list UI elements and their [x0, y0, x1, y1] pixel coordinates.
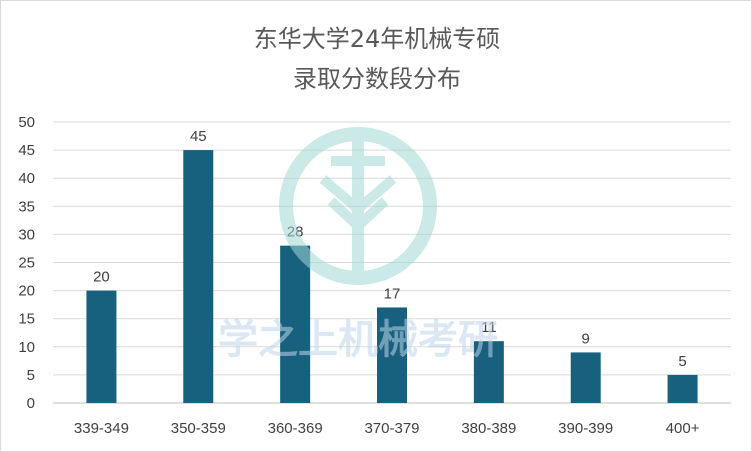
y-tick-label: 25 [18, 255, 35, 272]
y-tick-label: 30 [18, 226, 35, 243]
bar [280, 245, 311, 403]
data-label: 20 [93, 269, 110, 286]
data-label: 45 [190, 128, 207, 145]
x-tick-label: 339-349 [74, 420, 129, 437]
x-axis-ticks: 339-349 350-359 360-369 370-379 380-389 390-3… [74, 420, 700, 437]
x-tick-label: 400+ [666, 420, 700, 437]
y-tick-label: 15 [18, 311, 35, 328]
bar [183, 150, 214, 403]
data-label: 11 [481, 319, 497, 336]
y-tick-label: 50 [18, 114, 35, 131]
data-label: 5 [678, 353, 686, 370]
watermark-text: 学之上机械考研 [218, 317, 498, 363]
y-tick-label: 0 [27, 395, 35, 412]
x-tick-label: 350-359 [171, 420, 226, 437]
y-tick-label: 45 [18, 142, 35, 159]
bar [377, 307, 407, 403]
bar [86, 290, 117, 403]
chart-title-line-2: 录取分数段分布 [293, 65, 461, 93]
y-axis-ticks: 0 5 10 15 20 25 30 35 40 45 50 [18, 114, 35, 412]
x-tick-label: 360-369 [268, 420, 323, 437]
bar [570, 352, 601, 403]
bar [473, 341, 504, 403]
bar [667, 374, 698, 403]
watermark: 学之上机械考研 [218, 127, 498, 363]
y-tick-label: 35 [18, 198, 35, 215]
bars [86, 150, 698, 403]
x-tick-label: 370-379 [364, 420, 419, 437]
x-tick-label: 380-389 [461, 420, 516, 437]
data-label: 9 [582, 330, 590, 347]
y-tick-label: 40 [18, 170, 35, 187]
y-tick-label: 5 [27, 367, 35, 384]
y-tick-label: 10 [18, 339, 35, 356]
y-tick-label: 20 [18, 283, 35, 300]
data-label: 17 [384, 285, 401, 302]
chart-title-line-1: 东华大学24年机械专硕 [254, 25, 501, 53]
x-tick-label: 390-399 [558, 420, 613, 437]
watermark-logo [279, 127, 437, 285]
